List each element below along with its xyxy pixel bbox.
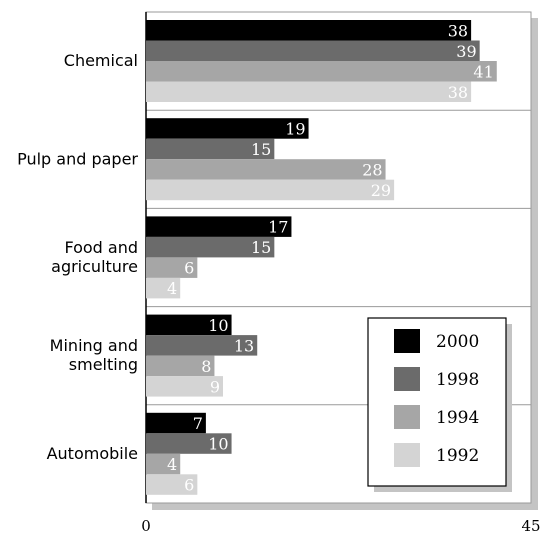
- legend-swatch-2000: [394, 329, 420, 353]
- data-label: 10: [208, 316, 228, 335]
- category-label: Pulp and paper: [17, 149, 138, 168]
- data-label: 6: [184, 476, 194, 495]
- data-label: 15: [251, 238, 271, 257]
- legend-swatch-1994: [394, 405, 420, 429]
- legend: 2000 1998 1994 1992: [367, 317, 512, 492]
- plot-shadow: [152, 18, 538, 510]
- bar-2000: [146, 314, 232, 336]
- data-label: 38: [448, 21, 468, 40]
- data-label: 28: [362, 160, 382, 179]
- data-label: 8: [201, 357, 211, 376]
- category-label: Automobile: [47, 444, 138, 463]
- x-tick-label: 45: [521, 517, 540, 535]
- bar-2000: [146, 20, 472, 41]
- category-label: Mining and smelting: [50, 336, 138, 374]
- bar-2000: [146, 118, 309, 139]
- legend-box: [367, 317, 507, 487]
- data-label: 38: [448, 83, 468, 102]
- bar-1992: [146, 474, 198, 495]
- data-label: 15: [251, 140, 271, 159]
- data-label: 41: [473, 62, 493, 81]
- data-label: 4: [167, 279, 177, 298]
- category-labels: Chemical Pulp and paper Food and agricultur…: [17, 51, 138, 463]
- bar-1992: [146, 277, 181, 299]
- x-axis-ticks: 0 45: [141, 517, 540, 535]
- x-tick-label: 0: [141, 517, 151, 535]
- data-label: 39: [456, 42, 476, 61]
- data-label: 29: [371, 181, 391, 200]
- legend-label-1992: 1992: [436, 446, 479, 466]
- bar-1998: [146, 236, 275, 258]
- bar-1994: [146, 159, 386, 180]
- data-label: 10: [208, 435, 228, 454]
- bar-2000: [146, 412, 206, 434]
- legend-label-1998: 1998: [436, 370, 479, 390]
- bar-1998: [146, 433, 232, 454]
- data-label: 17: [268, 218, 288, 237]
- bar-2000: [146, 216, 292, 237]
- legend-swatch-1992: [394, 443, 420, 467]
- legend-label-2000: 2000: [436, 332, 479, 352]
- data-label: 7: [193, 414, 203, 433]
- bar-1994: [146, 257, 198, 278]
- bar-1998: [146, 40, 480, 61]
- data-label: 9: [210, 377, 220, 396]
- bar-1994: [146, 355, 215, 377]
- plot-shadow-right: [531, 18, 538, 509]
- plot-shadow-bottom: [152, 503, 538, 510]
- category-label: Food and agriculture: [51, 238, 138, 276]
- legend-label-1994: 1994: [436, 408, 479, 428]
- bar-1998: [146, 335, 258, 356]
- bar-1994: [146, 453, 181, 475]
- data-label: 4: [167, 455, 177, 474]
- data-label: 19: [285, 119, 305, 138]
- legend-swatch-1998: [394, 367, 420, 391]
- bar-1992: [146, 376, 223, 397]
- category-label: Chemical: [64, 51, 138, 70]
- data-label: 13: [234, 336, 254, 355]
- bar-1992: [146, 81, 472, 102]
- bar-1998: [146, 138, 275, 160]
- bar-1994: [146, 61, 497, 82]
- bar-1992: [146, 179, 395, 201]
- data-label: 6: [184, 259, 194, 278]
